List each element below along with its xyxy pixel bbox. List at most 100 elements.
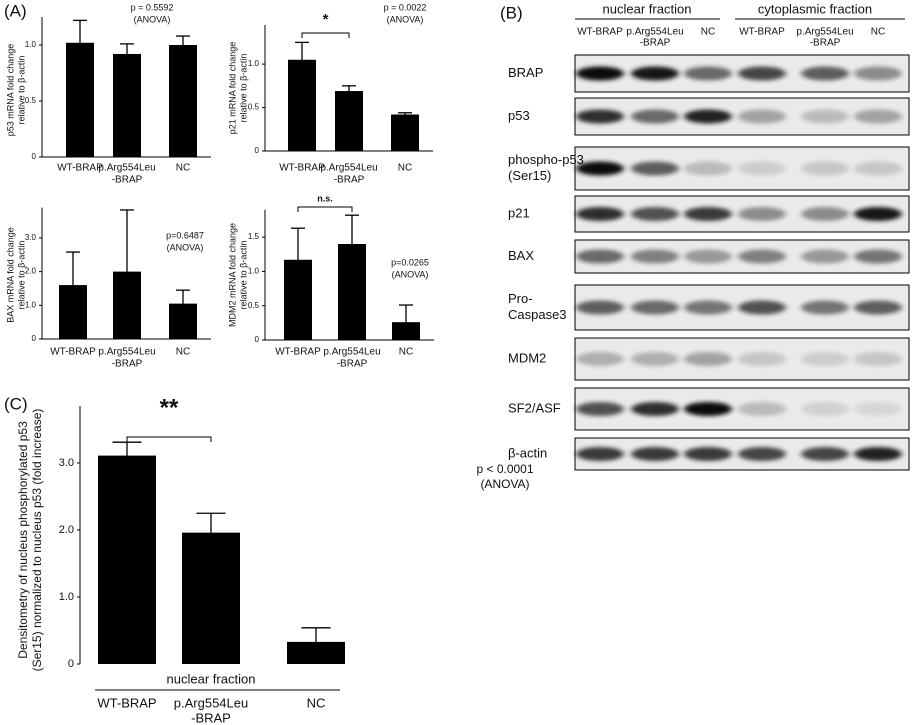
- x-tick-label: NC: [176, 163, 190, 174]
- blot-band: [854, 300, 902, 315]
- blot-band: [631, 66, 679, 81]
- x-tick-label: -BRAP: [334, 175, 365, 186]
- y-axis-label: MDM2 mRNA fold change: [227, 223, 237, 327]
- bar: [287, 641, 345, 664]
- y-tick-label: 0: [255, 146, 260, 155]
- fraction-header: cytoplasmic fraction: [758, 1, 872, 16]
- blot-band: [576, 447, 624, 461]
- x-tick-label: p.Arg554Leu: [98, 347, 155, 358]
- blot-band: [684, 66, 732, 81]
- blot-band: [854, 352, 902, 366]
- row-label: SF2/ASF: [508, 400, 561, 415]
- blot-band: [684, 352, 732, 366]
- bar: [113, 53, 141, 157]
- blot-band: [684, 300, 732, 315]
- y-axis-label: (Ser15) normalized to nucleus p53 (fold …: [30, 409, 44, 672]
- blot-band: [631, 207, 679, 221]
- lane-label: WT-BRAP: [739, 27, 785, 38]
- blot-band: [801, 109, 849, 124]
- y-tick-label: 3.0: [59, 457, 74, 469]
- x-tick-label: -BRAP: [112, 175, 143, 186]
- annotation: p = 0.5592: [131, 2, 174, 12]
- row-label: Caspase3: [508, 307, 567, 322]
- blot-band: [801, 352, 849, 366]
- lane-label: p.Arg554Leu: [796, 27, 853, 38]
- blot-band: [684, 207, 732, 221]
- x-tick-label: -BRAP: [337, 359, 368, 370]
- y-tick-label: 1.0: [248, 59, 260, 68]
- x-tick-label: p.Arg554Leu: [174, 695, 248, 710]
- blot-band: [801, 249, 849, 264]
- annotation: (ANOVA): [134, 14, 171, 24]
- blot-band: [631, 300, 679, 315]
- blot-band: [631, 447, 679, 461]
- annotation: (ANOVA): [167, 242, 204, 252]
- blot-band: [738, 66, 786, 81]
- row-label: β-actin: [508, 445, 547, 460]
- bar: [169, 45, 197, 157]
- blot-band: [631, 402, 679, 416]
- bar: [59, 285, 87, 339]
- significance-label: n.s.: [317, 193, 333, 203]
- y-tick-label: 3.0: [25, 233, 37, 242]
- fraction-header: nuclear fraction: [603, 1, 692, 16]
- x-tick-label: NC: [398, 163, 412, 174]
- blot-band: [854, 402, 902, 416]
- y-tick-label: 1.5: [248, 232, 260, 241]
- blot-band: [738, 109, 786, 124]
- blot-band: [854, 109, 902, 124]
- bar: [66, 42, 94, 158]
- bar: [113, 271, 141, 339]
- bar: [169, 303, 197, 339]
- blot-band: [576, 352, 624, 366]
- lane-label: WT-BRAP: [577, 27, 623, 38]
- row-label: MDM2: [508, 350, 546, 365]
- bar: [391, 114, 419, 151]
- y-tick-label: 0.5: [248, 301, 260, 310]
- blot-band: [684, 161, 732, 176]
- y-tick-label: 0: [32, 152, 37, 161]
- y-tick-label: 0: [32, 334, 37, 343]
- y-axis-label: Densitometry of nucleus phosphorylated p…: [16, 421, 30, 659]
- row-label: BAX: [508, 248, 534, 263]
- panel-label: (A): [4, 1, 27, 20]
- x-tick-label: p.Arg554Leu: [98, 163, 155, 174]
- annotation: (ANOVA): [480, 477, 529, 491]
- blot-band: [576, 207, 624, 221]
- x-tick-label: WT-BRAP: [50, 347, 96, 358]
- blot-band: [576, 161, 624, 176]
- y-axis-label: relative to β-actin: [16, 56, 26, 125]
- y-tick-label: 0: [255, 335, 260, 344]
- x-tick-label: NC: [176, 347, 190, 358]
- panel-label: (B): [500, 3, 523, 22]
- y-tick-label: 1.0: [59, 591, 74, 603]
- x-tick-label: NC: [399, 347, 413, 358]
- x-tick-label: -BRAP: [112, 359, 143, 370]
- y-axis-label: relative to β-actin: [238, 54, 248, 123]
- lane-label: p.Arg554Leu: [626, 27, 683, 38]
- row-label: phospho-p53: [508, 152, 584, 167]
- y-axis-label: relative to β-actin: [16, 241, 26, 310]
- y-tick-label: 2.0: [59, 524, 74, 536]
- significance-bracket: [301, 32, 350, 38]
- blot-band: [738, 300, 786, 315]
- blot-band: [801, 66, 849, 81]
- x-tick-label: WT-BRAP: [57, 163, 103, 174]
- annotation: (ANOVA): [387, 14, 424, 24]
- bar: [392, 322, 420, 340]
- y-tick-label: 1.0: [25, 40, 37, 49]
- blot-band: [854, 161, 902, 176]
- x-tick-label: WT-BRAP: [279, 163, 325, 174]
- x-tick-label: p.Arg554Leu: [323, 347, 380, 358]
- blot-band: [576, 109, 624, 124]
- bar: [338, 243, 366, 340]
- significance-bracket: [126, 436, 212, 442]
- bar: [182, 532, 240, 664]
- y-tick-label: 2.0: [25, 267, 37, 276]
- lane-label: NC: [701, 27, 715, 38]
- blot-band: [684, 402, 732, 416]
- annotation: p = 0.0022: [384, 2, 427, 12]
- panel-label: (C): [4, 394, 28, 413]
- y-tick-label: 0.5: [25, 96, 37, 105]
